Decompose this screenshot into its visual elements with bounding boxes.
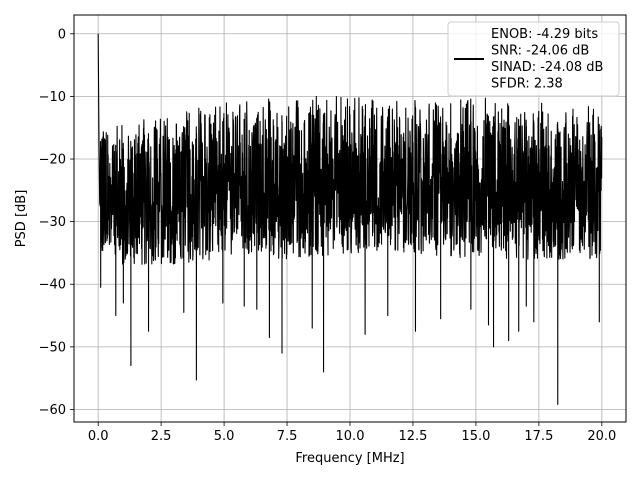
x-tick-label: 15.0 bbox=[461, 429, 490, 444]
legend: ENOB: -4.29 bits SNR: -24.06 dB SINAD: -… bbox=[447, 21, 620, 97]
legend-label-snr: SNR: -24.06 dB bbox=[491, 44, 589, 59]
y-tick-label: −50 bbox=[39, 340, 66, 355]
legend-label-sfdr: SFDR: 2.38 bbox=[491, 77, 563, 92]
x-tick-label: 0.0 bbox=[88, 429, 109, 444]
y-tick-label: 0 bbox=[58, 27, 66, 42]
series-psd bbox=[97, 33, 603, 406]
x-tick-label: 12.5 bbox=[398, 429, 427, 444]
psd-trace bbox=[97, 33, 603, 406]
x-tick-label: 20.0 bbox=[587, 429, 616, 444]
legend-label-enob: ENOB: -4.29 bits bbox=[491, 27, 598, 42]
y-tick-label: −10 bbox=[39, 90, 66, 105]
x-tick-label: 7.5 bbox=[277, 429, 298, 444]
y-axis-title: PSD [dB] bbox=[14, 190, 29, 248]
y-tick-label: −20 bbox=[39, 153, 66, 168]
legend-box bbox=[447, 21, 620, 97]
x-tick-label: 2.5 bbox=[151, 429, 172, 444]
x-axis-title: Frequency [MHz] bbox=[295, 451, 404, 466]
y-tick-label: −40 bbox=[39, 278, 66, 293]
x-axis: 0.0 2.5 5.0 7.5 10.0 12.5 15.0 17.5 20.0 bbox=[88, 422, 616, 444]
y-axis: 0 −10 −20 −30 −40 −50 −60 bbox=[39, 27, 74, 418]
legend-label-sinad: SINAD: -24.08 dB bbox=[491, 60, 603, 75]
x-tick-label: 5.0 bbox=[214, 429, 235, 444]
y-tick-label: −30 bbox=[39, 215, 66, 230]
y-tick-label: −60 bbox=[39, 403, 66, 418]
x-tick-label: 10.0 bbox=[336, 429, 365, 444]
x-tick-label: 17.5 bbox=[524, 429, 553, 444]
